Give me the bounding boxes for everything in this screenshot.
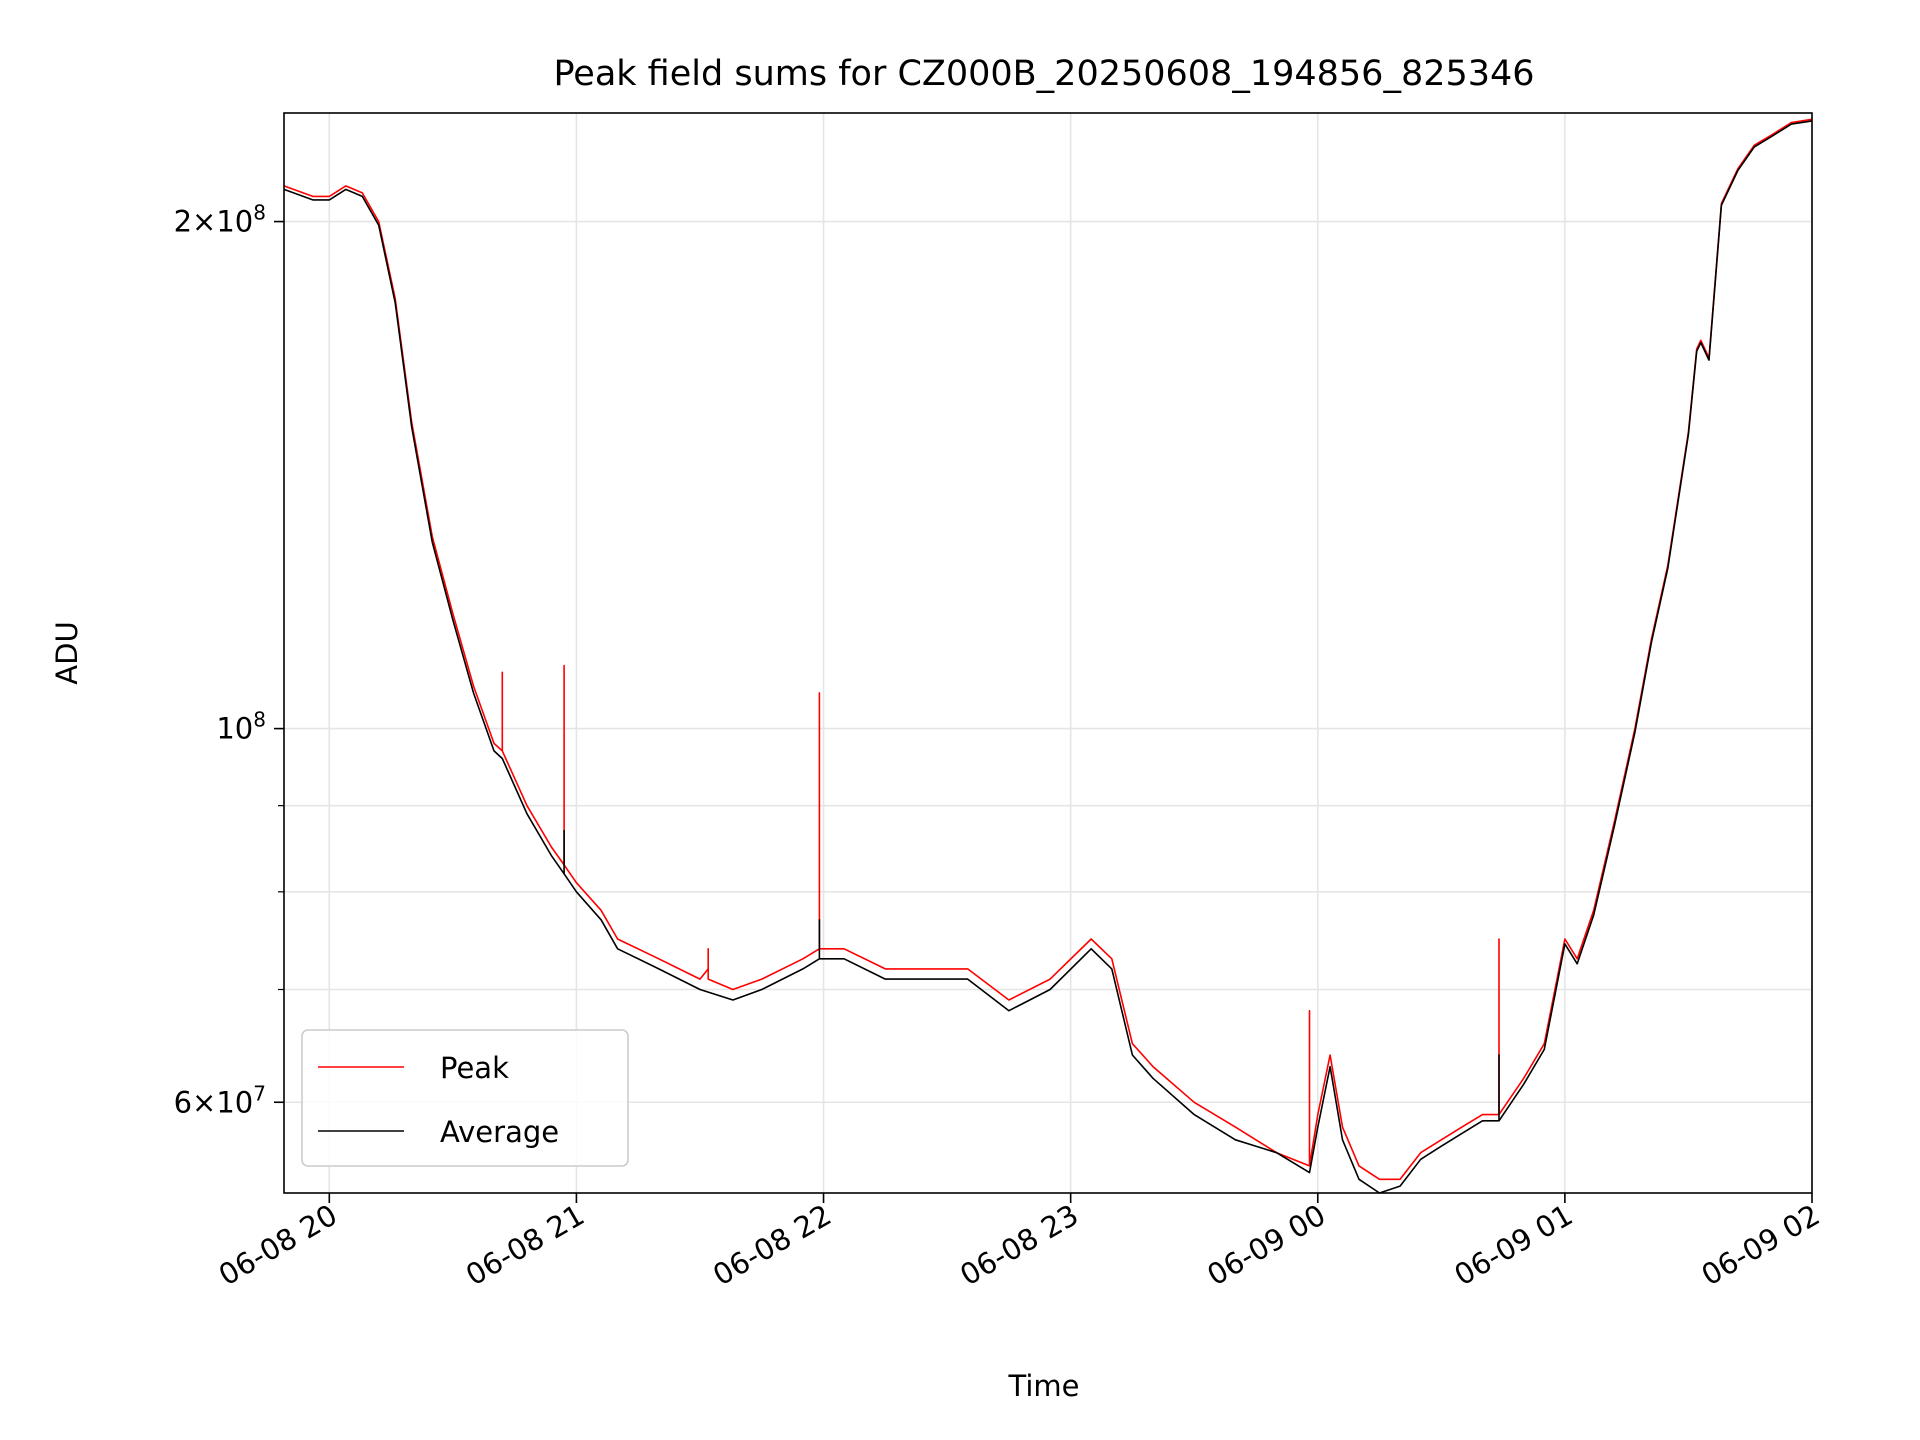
y-tick-label: 2×108 [174,201,266,239]
y-axis-label: ADU [50,621,84,684]
y-axis: 6×107 108 2×108 [174,201,284,1119]
chart-title: Peak field sums for CZ000B_20250608_1948… [553,54,1534,94]
series-line-average [283,120,1813,1194]
plot-frame [283,112,1813,1194]
legend-label-average: Average [440,1115,559,1149]
x-axis-label: Time [1008,1369,1080,1403]
y-tick-label: 108 [216,708,266,746]
grid-lines [284,113,1813,1193]
legend-box [301,1029,629,1167]
series-lines [283,118,1813,1194]
legend: Peak Average [301,1029,629,1167]
series-line-peak [283,118,1813,1181]
legend-label-peak: Peak [440,1051,509,1085]
y-tick-label: 6×107 [174,1081,266,1119]
